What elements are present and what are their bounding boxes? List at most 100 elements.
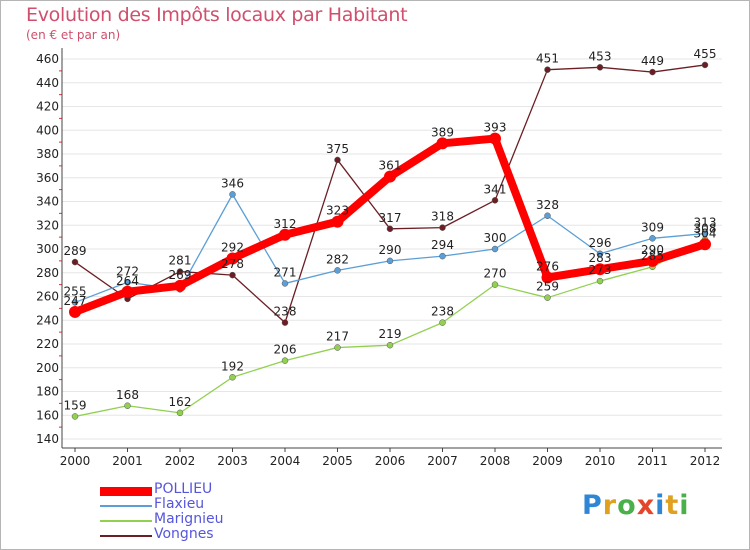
legend-label: Marignieu bbox=[154, 511, 224, 527]
brand-letter: t bbox=[665, 490, 680, 521]
data-point bbox=[384, 170, 396, 183]
x-tick-label: 2010 bbox=[585, 454, 616, 468]
data-label: 278 bbox=[221, 257, 244, 271]
data-label: 276 bbox=[536, 260, 559, 274]
x-tick-label: 2006 bbox=[375, 454, 406, 468]
data-label: 304 bbox=[694, 226, 717, 240]
chart-subtitle: (en € et par an) bbox=[26, 28, 121, 42]
data-label: 341 bbox=[484, 182, 507, 196]
x-tick-label: 2009 bbox=[532, 454, 563, 468]
series-pollieu bbox=[69, 132, 711, 318]
data-point bbox=[281, 280, 289, 287]
data-label: 328 bbox=[536, 198, 559, 212]
data-label: 309 bbox=[641, 220, 664, 234]
brand-letter: o bbox=[617, 490, 637, 521]
data-point bbox=[229, 374, 236, 381]
data-label: 269 bbox=[169, 268, 192, 282]
brand-letter: i bbox=[655, 490, 666, 521]
y-tick-label: 180 bbox=[36, 385, 59, 399]
data-point bbox=[699, 238, 711, 251]
data-point bbox=[71, 413, 79, 420]
data-point bbox=[596, 64, 604, 71]
y-tick-label: 400 bbox=[36, 123, 59, 137]
data-label: 346 bbox=[221, 176, 244, 190]
data-label: 453 bbox=[589, 49, 612, 63]
legend-swatch bbox=[100, 535, 152, 537]
brand-letter: r bbox=[602, 490, 618, 521]
data-point bbox=[646, 254, 659, 267]
data-label: 323 bbox=[326, 204, 349, 218]
data-point bbox=[436, 137, 449, 150]
data-label: 294 bbox=[431, 238, 454, 252]
series-lines bbox=[69, 61, 711, 420]
data-label: 271 bbox=[274, 265, 297, 279]
data-point bbox=[334, 344, 341, 351]
data-label: 292 bbox=[221, 241, 244, 255]
data-label: 217 bbox=[326, 330, 349, 344]
data-point bbox=[596, 277, 604, 285]
data-point bbox=[701, 61, 709, 69]
y-tick-label: 380 bbox=[36, 147, 59, 161]
data-label: 296 bbox=[589, 236, 612, 250]
legend-item: POLLIEU bbox=[100, 481, 300, 498]
legend-label: Flaxieu bbox=[154, 496, 205, 512]
x-tick-label: 2002 bbox=[165, 454, 196, 468]
data-point bbox=[386, 341, 394, 349]
legend-label: POLLIEU bbox=[154, 481, 213, 497]
data-point bbox=[491, 281, 499, 288]
data-label: 270 bbox=[484, 267, 507, 281]
data-label: 281 bbox=[169, 254, 192, 268]
data-label: 289 bbox=[64, 244, 87, 258]
data-label: 300 bbox=[484, 231, 507, 245]
data-label: 455 bbox=[694, 47, 717, 61]
brand-logo: Proxiti bbox=[582, 490, 690, 521]
legend-item: Marignieu bbox=[100, 511, 300, 528]
data-point bbox=[71, 258, 79, 266]
data-label: 393 bbox=[484, 121, 507, 135]
data-point bbox=[281, 319, 289, 326]
data-label: 283 bbox=[589, 251, 612, 265]
data-label: 375 bbox=[326, 142, 349, 156]
data-point bbox=[71, 299, 79, 306]
legend-item: Flaxieu bbox=[100, 496, 300, 513]
data-label: 247 bbox=[64, 294, 87, 308]
data-point bbox=[439, 224, 446, 231]
data-point bbox=[439, 252, 446, 260]
x-tick-label: 2008 bbox=[480, 454, 511, 468]
data-label: 389 bbox=[431, 125, 454, 139]
brand-letter: i bbox=[679, 490, 690, 521]
brand-letter: x bbox=[636, 490, 656, 521]
data-point bbox=[281, 357, 289, 364]
data-point bbox=[596, 250, 604, 257]
data-point bbox=[491, 197, 499, 204]
data-point bbox=[386, 257, 394, 265]
data-point bbox=[544, 212, 551, 219]
legend: POLLIEU Flaxieu Marignieu Vongnes bbox=[100, 481, 300, 543]
data-label: 192 bbox=[221, 359, 244, 373]
x-tick-label: 2011 bbox=[637, 454, 668, 468]
data-label: 313 bbox=[694, 216, 717, 230]
y-tick-label: 300 bbox=[36, 242, 59, 256]
data-label: 168 bbox=[116, 388, 139, 402]
data-point bbox=[229, 191, 236, 198]
y-tick-label: 320 bbox=[36, 218, 59, 232]
y-tick-label: 220 bbox=[36, 337, 59, 351]
data-label: 159 bbox=[64, 398, 87, 412]
legend-swatch bbox=[100, 505, 152, 507]
data-point bbox=[489, 132, 501, 145]
data-labels: 247 264 269 292 312 323 361 389 393 276 283 290 304 2… bbox=[64, 47, 717, 413]
data-point bbox=[174, 279, 186, 292]
y-tick-label: 240 bbox=[36, 313, 59, 327]
x-tick-label: 2005 bbox=[322, 454, 353, 468]
data-point bbox=[649, 68, 656, 76]
data-label: 318 bbox=[431, 210, 454, 224]
x-tick-label: 2004 bbox=[270, 454, 301, 468]
data-label: 449 bbox=[641, 54, 664, 68]
data-label: 451 bbox=[536, 52, 559, 66]
data-point bbox=[649, 235, 656, 242]
data-label: 162 bbox=[169, 395, 192, 409]
legend-item: Vongnes bbox=[100, 526, 300, 543]
data-point bbox=[331, 215, 344, 228]
data-point bbox=[439, 319, 446, 326]
